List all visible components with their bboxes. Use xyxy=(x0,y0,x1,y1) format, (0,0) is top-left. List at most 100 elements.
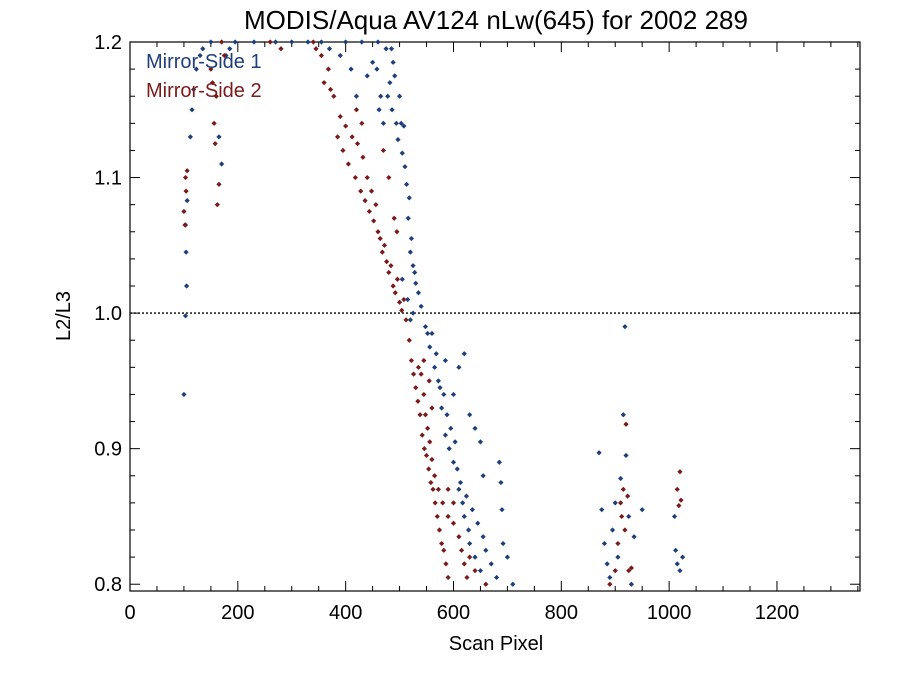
data-point-mirror-side-2 xyxy=(386,269,392,276)
data-point-mirror-side-1 xyxy=(392,73,398,79)
data-point-mirror-side-1 xyxy=(403,181,410,187)
x-tick-label: 200 xyxy=(221,602,254,624)
data-point-mirror-side-1 xyxy=(398,120,404,126)
data-point-mirror-side-1 xyxy=(208,39,214,45)
data-point-mirror-side-2 xyxy=(677,469,683,475)
data-point-mirror-side-1 xyxy=(480,534,486,540)
data-point-mirror-side-2 xyxy=(450,520,457,526)
data-point-mirror-side-2 xyxy=(212,141,218,147)
data-point-mirror-side-1 xyxy=(374,66,380,72)
data-point-mirror-side-1 xyxy=(433,351,439,357)
data-point-mirror-side-1 xyxy=(450,391,457,398)
data-point-mirror-side-1 xyxy=(385,93,391,99)
data-point-mirror-side-2 xyxy=(181,208,187,215)
data-point-mirror-side-2 xyxy=(216,181,222,187)
data-point-mirror-side-2 xyxy=(620,486,626,492)
data-point-mirror-side-2 xyxy=(327,86,334,93)
data-point-mirror-side-1 xyxy=(227,46,233,52)
x-tick-label: 400 xyxy=(329,602,362,624)
data-point-mirror-side-2 xyxy=(360,154,366,160)
data-point-mirror-side-1 xyxy=(219,161,225,167)
data-point-mirror-side-2 xyxy=(623,421,629,427)
data-point-mirror-side-1 xyxy=(216,134,222,140)
data-point-mirror-side-1 xyxy=(677,568,683,574)
data-point-mirror-side-2 xyxy=(421,446,427,452)
data-point-mirror-side-1 xyxy=(187,134,193,140)
data-point-mirror-side-1 xyxy=(388,46,395,52)
data-point-mirror-side-2 xyxy=(429,456,435,463)
data-point-mirror-side-1 xyxy=(472,554,478,560)
data-point-mirror-side-1 xyxy=(444,412,450,418)
y-tick-label: 0.8 xyxy=(94,574,122,596)
data-point-mirror-side-1 xyxy=(596,450,602,456)
data-point-mirror-side-2 xyxy=(403,317,409,323)
data-point-mirror-side-1 xyxy=(631,534,637,540)
data-point-mirror-side-2 xyxy=(373,202,379,208)
data-point-mirror-side-1 xyxy=(639,507,645,513)
data-point-mirror-side-1 xyxy=(477,568,484,574)
data-point-mirror-side-1 xyxy=(429,330,435,337)
data-point-mirror-side-1 xyxy=(200,46,206,52)
legend-item-mirror-side-2: Mirror-Side 2 xyxy=(146,80,262,102)
data-point-mirror-side-1 xyxy=(612,500,618,506)
data-point-mirror-side-2 xyxy=(626,568,632,574)
data-point-mirror-side-1 xyxy=(599,507,605,513)
data-point-mirror-side-1 xyxy=(435,378,441,384)
data-point-mirror-side-1 xyxy=(488,561,494,567)
data-point-mirror-side-2 xyxy=(615,540,621,547)
data-point-mirror-side-2 xyxy=(415,398,421,404)
data-point-mirror-side-1 xyxy=(499,507,505,513)
data-point-mirror-side-2 xyxy=(377,235,383,242)
data-point-mirror-side-2 xyxy=(458,547,465,553)
data-point-mirror-side-2 xyxy=(426,466,432,472)
data-point-mirror-side-1 xyxy=(337,52,343,59)
data-point-mirror-side-1 xyxy=(472,425,478,431)
data-point-mirror-side-1 xyxy=(504,554,511,560)
data-point-mirror-side-1 xyxy=(413,280,419,286)
data-point-mirror-side-2 xyxy=(211,120,217,126)
data-point-mirror-side-2 xyxy=(432,500,438,506)
y-tick-label: 0.9 xyxy=(94,439,122,461)
data-point-mirror-side-1 xyxy=(393,120,399,126)
data-point-mirror-side-2 xyxy=(436,527,443,533)
data-point-mirror-side-1 xyxy=(618,475,624,482)
data-point-mirror-side-2 xyxy=(310,39,316,45)
data-point-mirror-side-2 xyxy=(368,188,375,194)
data-point-mirror-side-2 xyxy=(678,497,684,503)
data-point-mirror-side-1 xyxy=(442,357,448,364)
data-point-mirror-side-2 xyxy=(439,540,445,547)
data-point-mirror-side-2 xyxy=(423,452,430,459)
data-point-mirror-side-1 xyxy=(251,39,257,45)
data-point-mirror-side-1 xyxy=(422,324,429,330)
data-point-mirror-side-2 xyxy=(607,581,613,587)
data-point-mirror-side-2 xyxy=(428,479,434,486)
data-point-mirror-side-1 xyxy=(615,554,621,560)
data-point-mirror-side-2 xyxy=(343,123,349,129)
data-point-mirror-side-1 xyxy=(305,39,311,45)
data-point-mirror-side-2 xyxy=(380,147,386,154)
data-point-mirror-side-1 xyxy=(439,405,445,411)
data-point-mirror-side-1 xyxy=(407,249,413,255)
data-point-mirror-side-1 xyxy=(375,39,381,45)
data-point-mirror-side-2 xyxy=(214,202,220,208)
y-tick-label: 1.1 xyxy=(94,168,122,190)
data-point-mirror-side-2 xyxy=(182,222,188,228)
data-point-mirror-side-1 xyxy=(412,269,418,276)
data-point-mirror-side-2 xyxy=(390,283,396,289)
data-point-mirror-side-1 xyxy=(628,581,635,587)
data-point-mirror-side-1 xyxy=(454,466,460,472)
data-point-mirror-side-2 xyxy=(209,80,216,86)
data-point-mirror-side-2 xyxy=(421,391,427,398)
data-point-mirror-side-1 xyxy=(410,310,416,316)
data-point-mirror-side-2 xyxy=(430,486,436,492)
data-point-mirror-side-2 xyxy=(435,486,441,492)
data-point-mirror-side-2 xyxy=(375,229,381,235)
data-point-mirror-side-2 xyxy=(353,107,360,113)
data-point-mirror-side-2 xyxy=(441,547,447,553)
data-point-mirror-side-1 xyxy=(395,137,401,143)
data-point-mirror-side-1 xyxy=(456,486,462,492)
data-point-mirror-side-1 xyxy=(370,59,376,65)
data-point-mirror-side-2 xyxy=(676,503,682,509)
